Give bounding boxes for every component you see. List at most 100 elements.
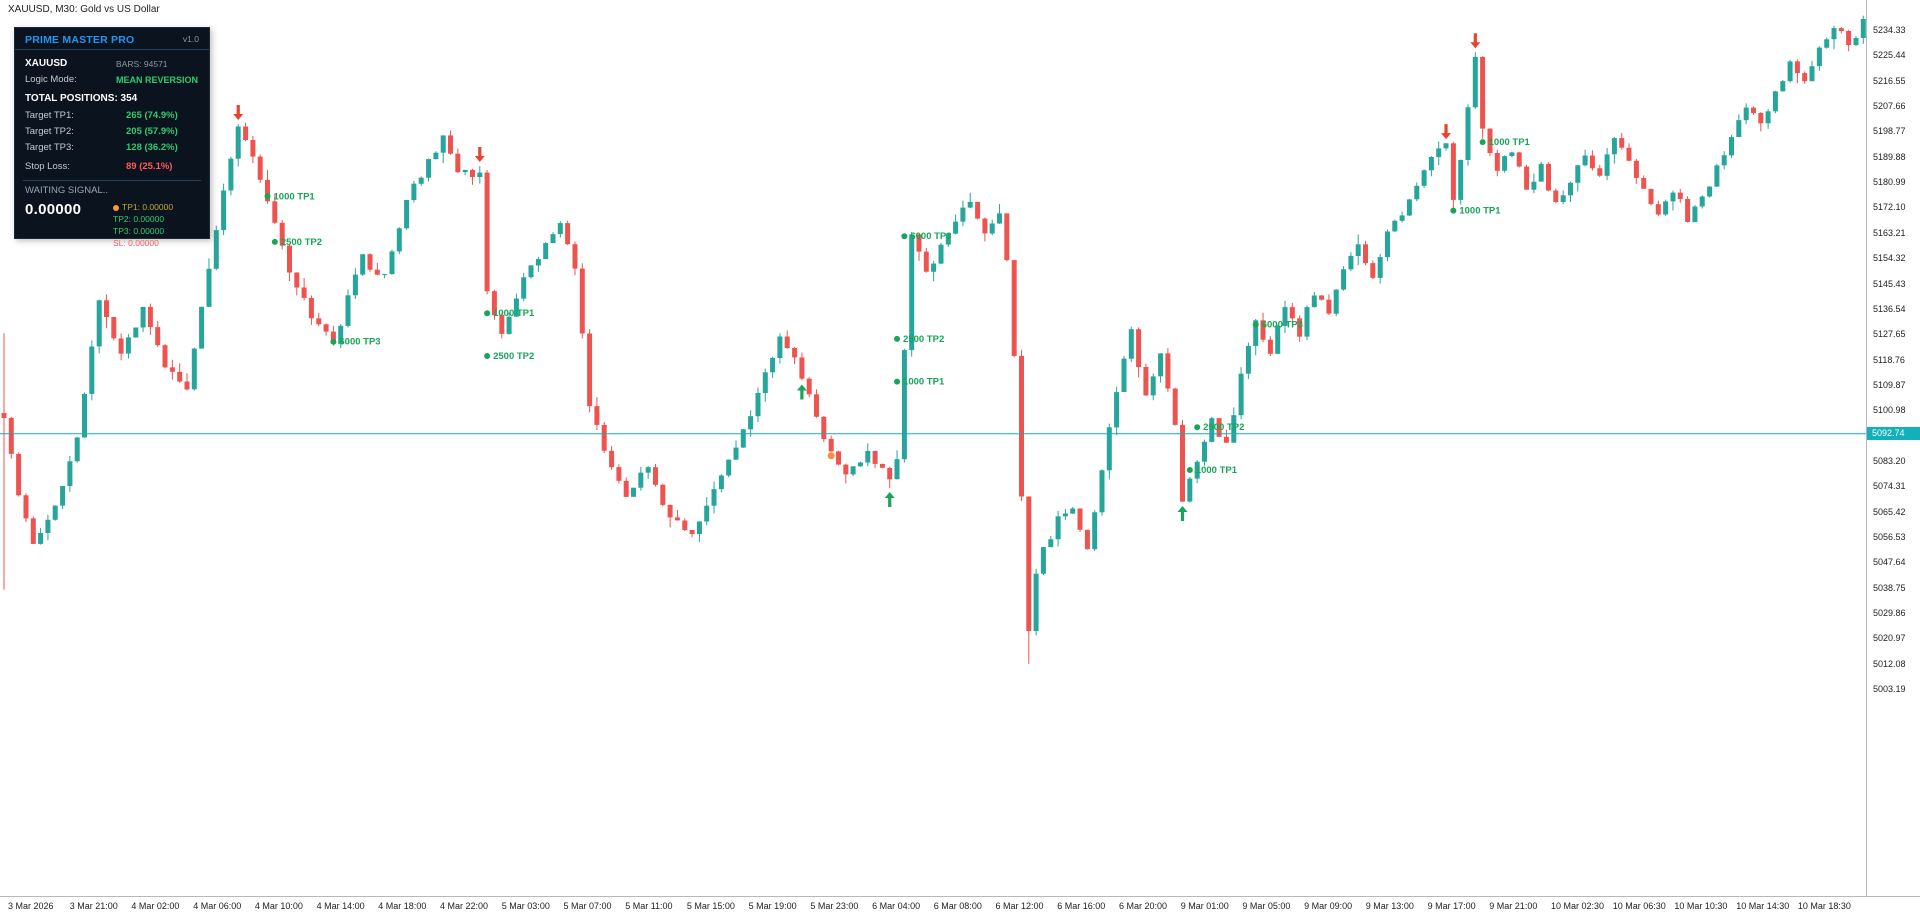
level-sl-value: 0.00000 [128, 238, 159, 248]
tp-marker-label: 1000 TP1 [274, 191, 316, 202]
candle-body [1275, 325, 1281, 354]
candle-body [199, 306, 205, 349]
candle-body [718, 475, 724, 490]
tp-marker-label: 1000 TP1 [903, 377, 945, 388]
candlestick-chart[interactable]: 1000 TP1 2500 TP2 6000 TP3 1000 TP1 2500 TP2… [0, 0, 1866, 896]
candle-body [748, 416, 754, 430]
candle-body [89, 346, 95, 394]
candle-body [1619, 138, 1625, 148]
candle-body [1245, 345, 1251, 374]
tp-dot-icon [271, 238, 278, 245]
candle-body [1604, 154, 1610, 176]
stop-loss-label: Stop Loss: [25, 161, 70, 172]
tp-dot-icon [330, 338, 337, 345]
candle-body [1355, 244, 1361, 256]
bars-count: BARS: 94571 [116, 56, 168, 72]
candle-body [1143, 367, 1149, 396]
candle-body [535, 259, 541, 266]
price-axis-label: 5207.66 [1873, 101, 1906, 111]
candle-body [382, 274, 388, 276]
time-axis-label: 4 Mar 06:00 [193, 901, 242, 911]
target-tp3-label: Target TP3: [25, 142, 74, 153]
time-axis-label: 3 Mar 2026 [8, 901, 54, 911]
time-axis-label: 3 Mar 21:00 [69, 901, 118, 911]
candle-body [1421, 170, 1427, 186]
candle-body [755, 393, 761, 417]
price-axis-label: 5163.21 [1873, 227, 1906, 238]
candle-body [733, 447, 739, 460]
signal-price: 0.00000 [25, 201, 82, 218]
entry-dot-icon [827, 452, 835, 460]
candle-body [726, 459, 732, 476]
symbol-value: XAUUSD [25, 58, 68, 69]
price-axis-label: 5003.19 [1873, 684, 1906, 694]
candle-body [308, 297, 314, 319]
candle-body [1860, 19, 1866, 38]
time-axis-label: 6 Mar 16:00 [1057, 901, 1106, 911]
tp-marker-label: 6000 TP3 [910, 231, 951, 242]
candle-body [1824, 39, 1830, 48]
candle-body [206, 268, 212, 307]
candle-body [806, 378, 812, 395]
sell-arrow-icon [1441, 124, 1452, 140]
candle-body [689, 530, 695, 534]
candle-body [1692, 206, 1698, 223]
ea-panel-body: XAUUSD BARS: 94571 Logic Mode: MEAN REVE… [15, 50, 209, 248]
candle-body [67, 461, 73, 486]
price-axis-label: 5065.42 [1873, 506, 1906, 517]
current-price-tag: 5092.74 [1867, 427, 1920, 441]
price-axis[interactable]: 5092.74 5234.33 5225.44 5216.55 5207.66 5198… [1866, 0, 1920, 896]
candle-body [1663, 201, 1669, 215]
candle-body [1289, 307, 1295, 319]
candle-body [30, 518, 36, 544]
candle-body [616, 467, 622, 481]
level-tp1-value: 0.00000 [142, 202, 174, 212]
candle-body [1040, 547, 1046, 574]
candle-body [1, 413, 7, 418]
time-axis-label: 5 Mar 15:00 [686, 901, 735, 911]
candle-body [1180, 424, 1185, 502]
price-axis-label: 5145.43 [1873, 278, 1906, 289]
time-axis[interactable]: 3 Mar 2026 3 Mar 21:00 4 Mar 02:00 4 Mar 06… [0, 896, 1920, 915]
candle-body [609, 450, 615, 468]
tp-dot-icon [894, 378, 901, 385]
tp1-status-dot-icon [113, 204, 119, 211]
candle-body [1128, 329, 1134, 359]
time-axis-label: 10 Mar 10:30 [1674, 901, 1728, 911]
candle-body [1589, 155, 1595, 169]
candle-body [330, 331, 336, 344]
candle-body [1392, 220, 1398, 232]
candle-body [1348, 255, 1354, 270]
time-axis-label: 4 Mar 22:00 [440, 901, 489, 911]
candle-body [931, 263, 937, 272]
ea-panel-version: v1.0 [182, 34, 199, 44]
candle-body [470, 169, 475, 177]
candle-body [872, 451, 878, 464]
candle-body [1846, 31, 1852, 46]
tp-dot-icon [901, 233, 908, 240]
candle-body [836, 451, 841, 465]
price-axis-label: 5154.32 [1873, 253, 1906, 264]
price-axis-label: 5198.77 [1873, 126, 1906, 137]
price-axis-label: 5189.88 [1873, 151, 1906, 162]
candle-body [923, 251, 929, 272]
candle-body [404, 200, 410, 229]
candle-body [1297, 318, 1303, 337]
candle-body [1729, 137, 1734, 156]
candle-body [1531, 181, 1537, 190]
price-axis-label: 5100.98 [1873, 405, 1906, 416]
tp-dot-icon [894, 335, 901, 342]
candles-layer [1, 15, 1866, 664]
candle-body [814, 394, 819, 417]
level-tp2-label: TP2: [113, 214, 131, 224]
candle-body [177, 371, 183, 382]
price-axis-label: 5118.76 [1873, 354, 1905, 365]
candle-body [1502, 156, 1508, 171]
price-axis-label: 5180.99 [1873, 177, 1906, 188]
time-axis-label: 6 Mar 12:00 [995, 901, 1044, 911]
tp-marker-label: 2500 TP2 [281, 237, 322, 248]
candle-body [1363, 244, 1368, 264]
candle-body [645, 467, 651, 473]
candle-body [945, 233, 951, 245]
candle-body [360, 254, 366, 275]
